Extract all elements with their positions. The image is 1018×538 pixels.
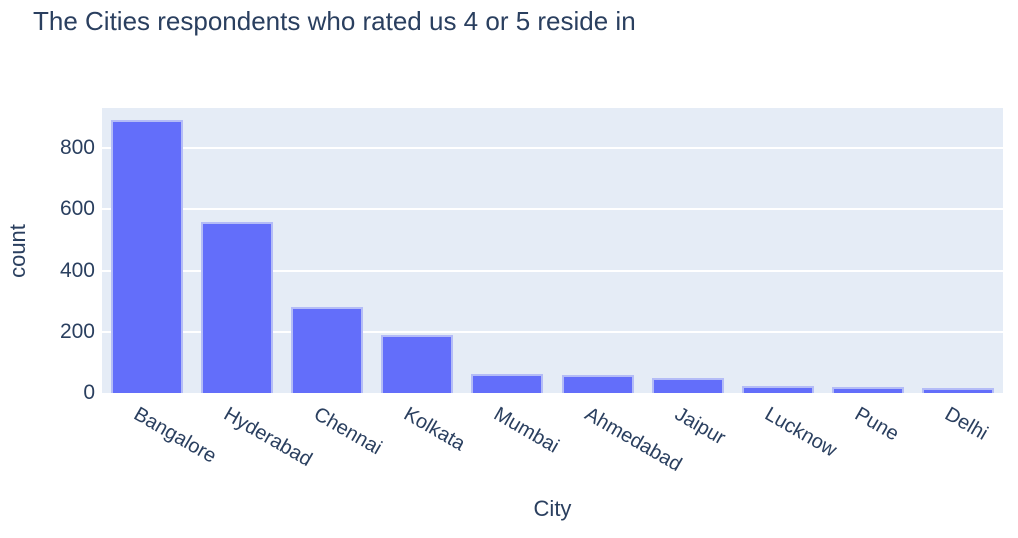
gridline-200	[102, 330, 1003, 333]
x-tick-label-hyderabad: Hyderabad	[220, 403, 316, 471]
y-axis-title: count	[5, 224, 30, 278]
x-tick-label-pune: Pune	[850, 403, 903, 446]
x-tick-label-lucknow: Lucknow	[760, 403, 841, 462]
chart-title: The Cities respondents who rated us 4 or…	[33, 6, 636, 36]
bar-lucknow[interactable]	[741, 385, 814, 393]
x-tick-label-delhi: Delhi	[940, 403, 992, 445]
bar-hyderabad[interactable]	[201, 222, 274, 393]
bar-bangalore[interactable]	[111, 120, 183, 393]
zeroline	[102, 393, 1003, 395]
x-tick-label-mumbai: Mumbai	[490, 403, 564, 458]
bar-kolkata[interactable]	[381, 334, 454, 393]
x-tick-label-bangalore: Bangalore	[130, 403, 221, 468]
bar-jaipur[interactable]	[651, 378, 724, 393]
bar-ahmedabad[interactable]	[561, 374, 634, 393]
y-tick-label-200: 200	[59, 319, 95, 343]
plot-area[interactable]	[102, 108, 1003, 395]
y-tick-label-600: 600	[59, 197, 95, 221]
x-tick-label-jaipur: Jaipur	[670, 403, 729, 450]
gridline-800	[102, 147, 1003, 149]
bar-mumbai[interactable]	[471, 373, 544, 393]
bar-chennai[interactable]	[291, 306, 364, 393]
gridline-600	[102, 208, 1003, 211]
x-tick-label-kolkata: Kolkata	[400, 403, 470, 456]
bar-delhi[interactable]	[921, 388, 994, 393]
y-tick-label-0: 0	[83, 381, 95, 404]
gridline-400	[102, 269, 1003, 272]
x-axis-title: City	[533, 496, 572, 521]
bar-pune[interactable]	[831, 386, 904, 393]
x-tick-label-chennai: Chennai	[310, 403, 386, 460]
y-tick-label-800: 800	[59, 136, 95, 159]
y-tick-label-400: 400	[59, 258, 95, 282]
x-tick-label-ahmedabad: Ahmedabad	[580, 403, 685, 476]
